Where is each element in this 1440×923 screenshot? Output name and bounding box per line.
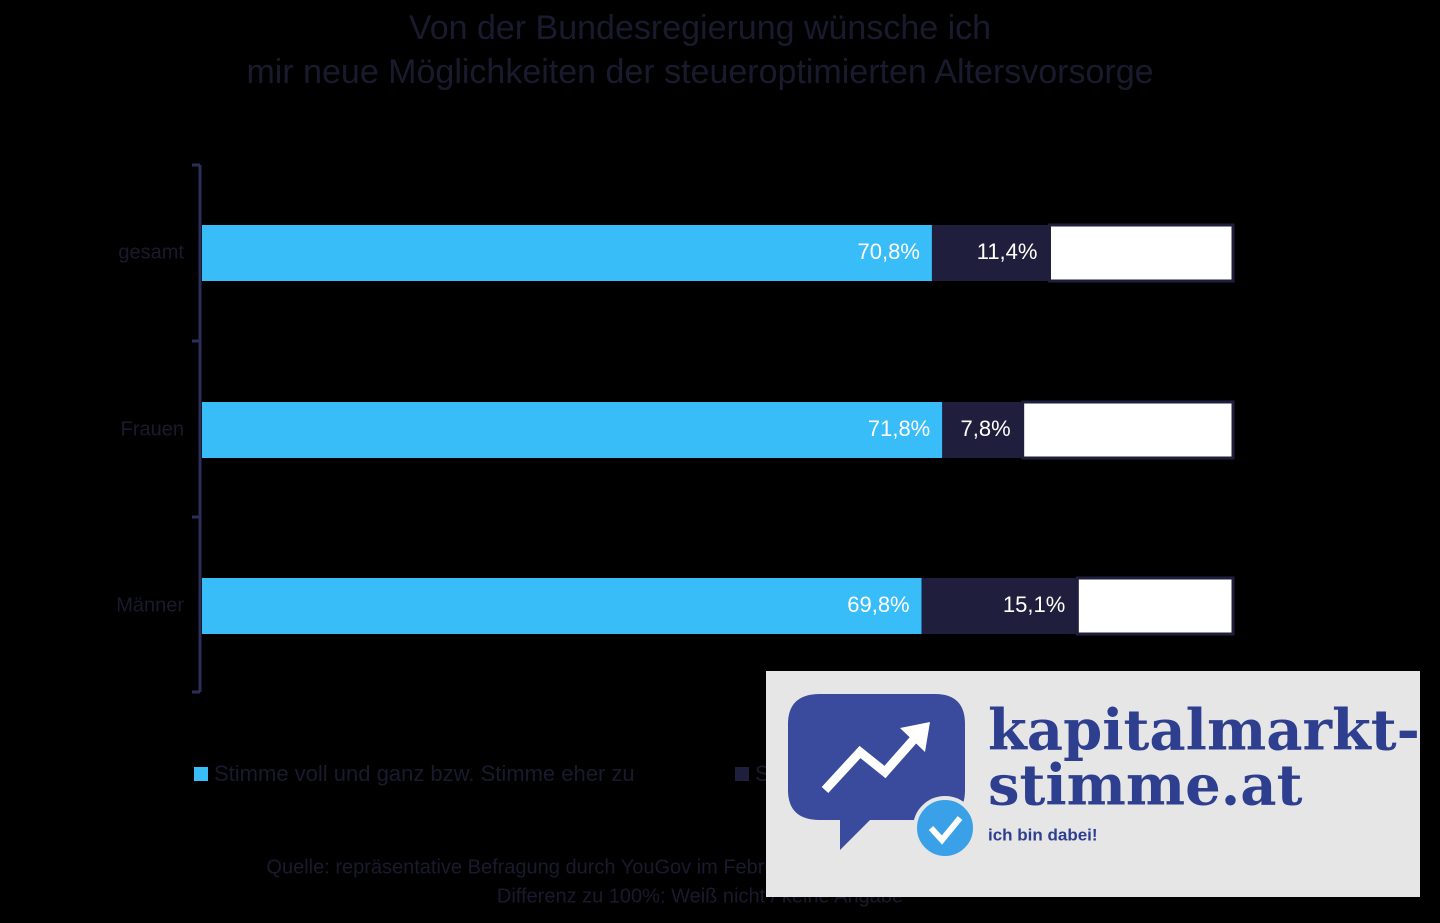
logo-tagline: ich bin dabei! [988,825,1098,844]
bar-segment [942,402,1023,458]
value-label: 71,8% [868,416,930,441]
y-tick-label: gesamt [118,241,184,263]
bar-segment [1075,576,1235,636]
logo-check-circle [913,796,977,860]
bar-segment [202,225,932,281]
logo-arrow-head [900,722,930,752]
logo: kapitalmarkt- stimme.at ich bin dabei! [766,671,1420,897]
legend-swatch [194,767,208,781]
logo-text: stimme.at [988,753,1303,819]
bar-segment [202,578,922,634]
value-label: 7,8% [961,416,1011,441]
bar-segment [1047,223,1235,283]
value-label: 70,8% [858,239,920,264]
legend-label: Stimme voll und ganz bzw. Stimme eher zu [214,761,635,786]
bar-segment [1021,400,1235,460]
y-tick-label: Frauen [121,418,184,440]
value-label: 69,8% [847,592,909,617]
chart-title: Von der Bundesregierung wünsche ich mir n… [246,9,1153,91]
bar-segment [921,578,1078,634]
logo-arrow [821,735,919,794]
y-tick-label: Männer [116,594,184,616]
bar-segment [202,402,943,458]
bar-segment [931,225,1050,281]
y-axis [192,163,202,694]
logo-text: kapitalmarkt- [988,698,1420,764]
value-label: 15,1% [1003,592,1065,617]
logo-check [928,816,963,845]
value-label: 11,4% [977,239,1038,264]
legend-swatch [735,767,749,781]
